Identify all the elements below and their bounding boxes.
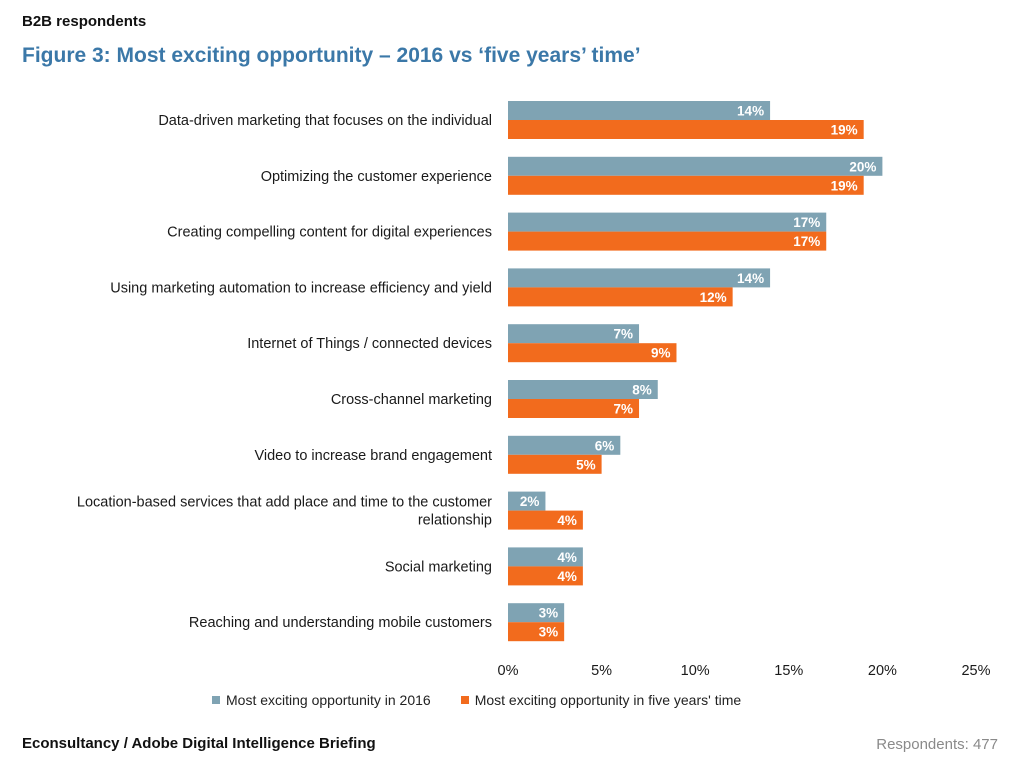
category-label: Optimizing the customer experience xyxy=(261,169,492,185)
category-label: Location-based services that add place a… xyxy=(77,495,492,529)
data-label-2016: 3% xyxy=(539,606,559,621)
data-label-five-years: 7% xyxy=(614,402,634,417)
bar-2016 xyxy=(508,380,658,399)
bar-five-years xyxy=(508,510,583,530)
data-label-2016: 7% xyxy=(614,327,634,342)
category-label: Social marketing xyxy=(385,559,492,575)
bar-2016 xyxy=(508,101,771,120)
data-label-five-years: 17% xyxy=(793,234,820,249)
legend-item-five-years: Most exciting opportunity in five years'… xyxy=(460,692,742,708)
bar-2016 xyxy=(508,435,621,455)
data-label-2016: 14% xyxy=(737,271,764,286)
category-label: Internet of Things / connected devices xyxy=(247,336,492,352)
data-label-2016: 2% xyxy=(520,494,540,509)
bar-five-years xyxy=(508,566,583,586)
bar-five-years xyxy=(508,120,864,139)
x-tick-label: 25% xyxy=(961,663,990,679)
legend-swatch-five-years xyxy=(460,696,469,704)
category-label: Data-driven marketing that focuses on th… xyxy=(158,113,492,129)
legend-label-five-years: Most exciting opportunity in five years'… xyxy=(474,692,742,708)
data-label-2016: 14% xyxy=(737,104,764,119)
category-label: Creating compelling content for digital … xyxy=(167,225,492,241)
chart-title: Figure 3: Most exciting opportunity – 20… xyxy=(22,44,641,67)
data-label-five-years: 19% xyxy=(831,123,858,138)
bar-five-years xyxy=(508,231,827,251)
data-label-2016: 17% xyxy=(793,215,820,230)
bar-chart: Data-driven marketing that focuses on th… xyxy=(77,101,991,679)
category-label: Cross-channel marketing xyxy=(331,392,492,408)
x-tick-label: 15% xyxy=(774,663,803,679)
chart-legend: Most exciting opportunity in 2016 Most e… xyxy=(212,692,741,708)
data-label-five-years: 4% xyxy=(557,513,577,528)
data-label-five-years: 4% xyxy=(557,569,577,584)
data-label-2016: 4% xyxy=(557,550,577,565)
category-label: Reaching and understanding mobile custom… xyxy=(189,615,492,631)
data-label-five-years: 19% xyxy=(831,178,858,193)
respondents-count: Respondents: 477 xyxy=(876,736,998,753)
x-tick-label: 20% xyxy=(868,663,897,679)
bar-2016 xyxy=(508,547,583,567)
bar-2016 xyxy=(508,603,565,623)
data-label-2016: 8% xyxy=(632,383,652,398)
legend-label-2016: Most exciting opportunity in 2016 xyxy=(226,692,431,708)
chart-supertitle: B2B respondents xyxy=(22,13,147,30)
source-note: Econsultancy / Adobe Digital Intelligenc… xyxy=(22,735,376,752)
category-label: Video to increase brand engagement xyxy=(254,448,492,464)
bar-five-years xyxy=(508,287,733,307)
bar-five-years xyxy=(508,454,602,474)
bar-2016 xyxy=(508,491,546,511)
category-label: Using marketing automation to increase e… xyxy=(110,280,492,296)
data-label-five-years: 5% xyxy=(576,457,596,472)
x-tick-label: 0% xyxy=(498,663,519,679)
bar-2016 xyxy=(508,212,827,232)
bar-2016 xyxy=(508,324,640,344)
legend-item-2016: Most exciting opportunity in 2016 xyxy=(212,692,431,708)
bar-five-years xyxy=(508,343,677,363)
data-label-five-years: 12% xyxy=(700,290,727,305)
bar-2016 xyxy=(508,268,771,288)
legend-swatch-2016 xyxy=(212,696,220,704)
data-label-2016: 20% xyxy=(849,159,876,174)
bar-five-years xyxy=(508,399,640,418)
x-tick-label: 5% xyxy=(591,663,612,679)
x-tick-label: 10% xyxy=(681,663,710,679)
bar-2016 xyxy=(508,156,883,176)
data-label-five-years: 9% xyxy=(651,346,671,361)
data-label-five-years: 3% xyxy=(539,625,559,640)
data-label-2016: 6% xyxy=(595,438,615,453)
bar-five-years xyxy=(508,622,565,642)
bar-five-years xyxy=(508,175,864,195)
